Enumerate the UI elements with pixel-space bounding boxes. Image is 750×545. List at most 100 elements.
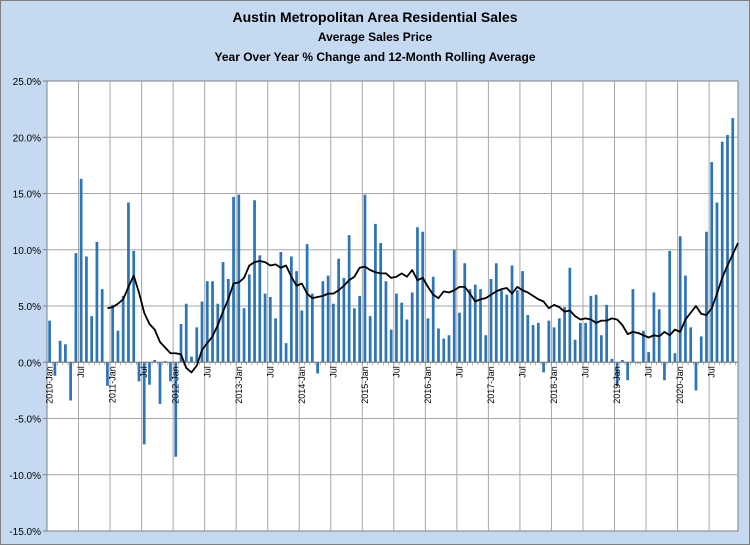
y-tick-label: 25.0%	[13, 77, 41, 88]
bar	[421, 231, 425, 363]
axes	[46, 361, 738, 366]
bar	[547, 320, 551, 363]
bar	[563, 307, 566, 363]
bar	[48, 320, 51, 363]
bar	[64, 344, 67, 363]
bar	[468, 289, 472, 363]
x-tick-label: 2011-Jan	[108, 366, 118, 403]
x-tick-label: 2014-Jan	[297, 366, 307, 404]
bar	[195, 327, 199, 363]
y-tick-label: -10.0%	[9, 471, 41, 482]
bar	[184, 303, 188, 363]
bar	[647, 352, 651, 363]
bar	[431, 276, 435, 363]
bar	[58, 340, 62, 363]
bar	[442, 338, 446, 363]
bar	[179, 324, 183, 363]
bar	[121, 295, 125, 363]
chart-subtitle-2: Year Over Year % Change and 12-Month Rol…	[214, 50, 536, 64]
bar	[437, 328, 440, 363]
x-tick-label: Jul	[454, 366, 464, 378]
bar	[663, 362, 666, 381]
bar-series	[48, 118, 735, 457]
bar	[358, 295, 362, 363]
x-tick-label: Jul	[328, 366, 338, 378]
bar	[321, 281, 325, 363]
bar	[232, 196, 235, 363]
y-tick-label: 5.0%	[18, 302, 41, 313]
bar	[589, 295, 593, 363]
x-axis-ticks: 2010-Jan Jul 2011-Jan Jul 2012-Jan Jul 2013-Ja…	[45, 366, 717, 404]
bar	[137, 362, 141, 382]
bar	[621, 360, 624, 363]
y-tick-label: 20.0%	[13, 133, 41, 144]
bar	[347, 235, 351, 363]
y-tick-label: 15.0%	[13, 190, 41, 201]
bar	[447, 335, 451, 363]
bar	[652, 292, 656, 363]
bar	[557, 318, 561, 363]
x-tick-label: Jul	[644, 366, 654, 378]
bar	[174, 362, 178, 457]
bar	[268, 297, 272, 363]
bar	[584, 322, 587, 363]
bar	[521, 271, 524, 363]
y-tick-label: -15.0%	[9, 527, 41, 538]
bar	[284, 343, 288, 363]
bar	[295, 271, 298, 363]
bar	[416, 227, 419, 363]
bar	[279, 252, 283, 363]
bar	[310, 293, 314, 363]
x-tick-label: 2016-Jan	[423, 366, 433, 404]
bar	[494, 263, 498, 363]
bar	[573, 339, 577, 363]
bar	[274, 318, 277, 363]
bar	[200, 301, 204, 363]
bar	[305, 244, 309, 363]
bar	[316, 362, 319, 374]
bar	[615, 362, 619, 386]
bar	[410, 292, 414, 363]
rolling-average-line	[107, 242, 739, 374]
bar	[79, 178, 83, 363]
bar	[132, 250, 136, 363]
bar	[342, 277, 346, 363]
bar	[106, 362, 109, 386]
bar	[216, 303, 220, 363]
bar	[526, 315, 530, 363]
bar	[253, 200, 256, 363]
bar	[542, 362, 545, 373]
bar	[127, 202, 130, 363]
bar	[500, 290, 503, 363]
bar	[405, 319, 409, 363]
bar	[631, 289, 635, 363]
bar	[515, 290, 519, 363]
bar	[636, 362, 640, 364]
bar	[710, 162, 714, 363]
bar	[53, 362, 57, 376]
bar	[326, 275, 330, 363]
bar	[158, 362, 162, 404]
bar	[153, 360, 157, 363]
gridlines	[47, 81, 738, 531]
bar	[699, 336, 703, 363]
x-tick-label: Jul	[139, 366, 149, 378]
bar	[400, 302, 404, 363]
bar	[705, 231, 708, 363]
bar	[473, 284, 477, 363]
x-tick-label: 2020-Jan	[675, 366, 685, 404]
bar	[69, 362, 73, 401]
bar	[100, 289, 104, 363]
bar	[458, 312, 461, 363]
bar	[85, 256, 88, 363]
bar	[111, 304, 115, 363]
y-tick-label: -5.0%	[15, 415, 41, 426]
bar	[689, 327, 693, 363]
x-tick-label: Jul	[707, 366, 717, 378]
bar	[510, 265, 514, 363]
y-axis-ticks: 25.0% 20.0% 15.0% 10.0% 5.0% 0.0% -5.0% -10.0% -…	[9, 77, 47, 538]
bar	[226, 279, 230, 363]
bar	[452, 249, 456, 363]
bar	[626, 362, 630, 381]
bar	[169, 362, 172, 382]
